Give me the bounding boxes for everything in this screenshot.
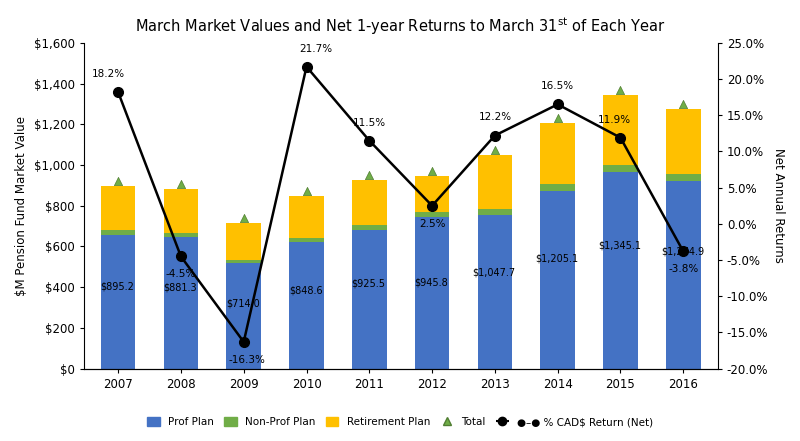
Bar	[226, 259, 261, 263]
Bar	[415, 212, 450, 217]
Text: 12.2%: 12.2%	[478, 112, 511, 123]
Bar	[478, 215, 512, 369]
Point	[112, 178, 125, 185]
Point	[551, 115, 564, 122]
Text: 21.7%: 21.7%	[299, 44, 333, 54]
Text: 2.5%: 2.5%	[419, 219, 446, 229]
Bar	[290, 242, 324, 369]
Bar	[666, 174, 701, 181]
Bar	[541, 123, 575, 184]
Point	[426, 168, 438, 175]
Text: -16.3%: -16.3%	[229, 355, 266, 365]
Text: $1,047.7: $1,047.7	[473, 268, 516, 278]
Bar	[603, 95, 638, 165]
Point	[238, 215, 250, 222]
Text: $1,345.1: $1,345.1	[598, 240, 642, 250]
Text: -4.5%: -4.5%	[166, 269, 196, 280]
Text: $714.0: $714.0	[226, 298, 260, 308]
Text: $945.8: $945.8	[414, 277, 448, 287]
Text: 16.5%: 16.5%	[541, 81, 574, 91]
Bar	[666, 109, 701, 174]
Text: $1,205.1: $1,205.1	[535, 253, 578, 263]
Bar	[226, 223, 261, 259]
Text: $848.6: $848.6	[289, 286, 322, 296]
Point	[174, 180, 187, 187]
Text: 11.9%: 11.9%	[598, 115, 630, 125]
Bar	[101, 230, 135, 235]
Y-axis label: Net Annual Returns: Net Annual Returns	[772, 148, 785, 263]
Bar	[101, 187, 135, 230]
Bar	[164, 189, 198, 233]
Text: $881.3: $881.3	[163, 283, 197, 293]
Bar	[290, 196, 324, 238]
Bar	[352, 225, 386, 230]
Point	[677, 101, 690, 108]
Bar	[290, 238, 324, 242]
Bar	[101, 235, 135, 369]
Legend: Prof Plan, Non-Prof Plan, Retirement Plan, Total, ●–● % CAD$ Return (Net): Prof Plan, Non-Prof Plan, Retirement Pla…	[143, 413, 657, 431]
Bar	[226, 263, 261, 369]
Y-axis label: $M Pension Fund Market Value: $M Pension Fund Market Value	[15, 116, 28, 296]
Bar	[603, 165, 638, 172]
Point	[489, 147, 502, 154]
Bar	[478, 209, 512, 215]
Text: $1,274.9: $1,274.9	[661, 247, 704, 257]
Bar	[415, 176, 450, 212]
Title: March Market Values and Net 1-year Returns to March 31$^{\rm st}$ of Each Year: March Market Values and Net 1-year Retur…	[135, 15, 666, 37]
Bar	[352, 180, 386, 225]
Point	[300, 187, 313, 194]
Bar	[541, 191, 575, 369]
Bar	[666, 181, 701, 369]
Bar	[541, 184, 575, 191]
Text: $895.2: $895.2	[101, 282, 134, 292]
Text: $925.5: $925.5	[352, 279, 386, 289]
Bar	[164, 237, 198, 369]
Bar	[603, 172, 638, 369]
Bar	[478, 155, 512, 209]
Text: -3.8%: -3.8%	[668, 265, 698, 274]
Text: 11.5%: 11.5%	[353, 118, 386, 127]
Bar	[164, 233, 198, 237]
Bar	[415, 217, 450, 369]
Bar	[352, 230, 386, 369]
Text: 18.2%: 18.2%	[92, 69, 126, 79]
Point	[363, 172, 376, 179]
Point	[614, 86, 627, 93]
